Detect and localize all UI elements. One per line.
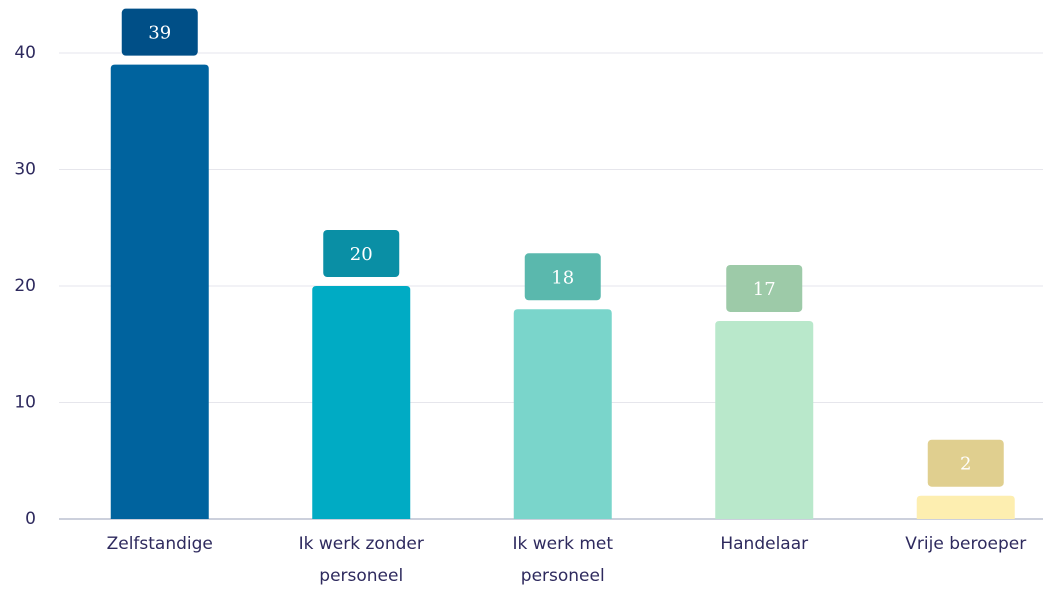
bar (312, 286, 411, 519)
bar (916, 495, 1015, 519)
y-tick-label: 0 (25, 509, 36, 529)
bar (513, 309, 612, 519)
y-tick-label: 30 (14, 160, 36, 180)
x-tick-label: Zelfstandige (106, 534, 213, 554)
y-tick-label: 10 (14, 393, 36, 413)
value-label-box (726, 264, 803, 312)
x-tick-label: Ik werk met personeel (512, 534, 614, 586)
value-label-box (121, 8, 198, 56)
value-label-box (927, 439, 1004, 487)
x-tick-label: Handelaar (720, 534, 809, 554)
y-tick-label: 40 (14, 43, 36, 63)
value-label-box (323, 230, 400, 277)
x-tick-label: Ik werk zonder personeel (298, 534, 424, 586)
value-label: 39 (148, 23, 171, 44)
bar (110, 64, 209, 520)
value-label-box (524, 253, 601, 301)
value-label: 20 (350, 244, 373, 265)
value-label: 18 (551, 267, 574, 288)
value-label: 17 (753, 279, 776, 300)
y-tick-label: 20 (14, 276, 36, 296)
value-label: 2 (960, 454, 971, 475)
x-tick-label: Vrije beroeper (905, 534, 1027, 554)
bar (715, 320, 814, 519)
